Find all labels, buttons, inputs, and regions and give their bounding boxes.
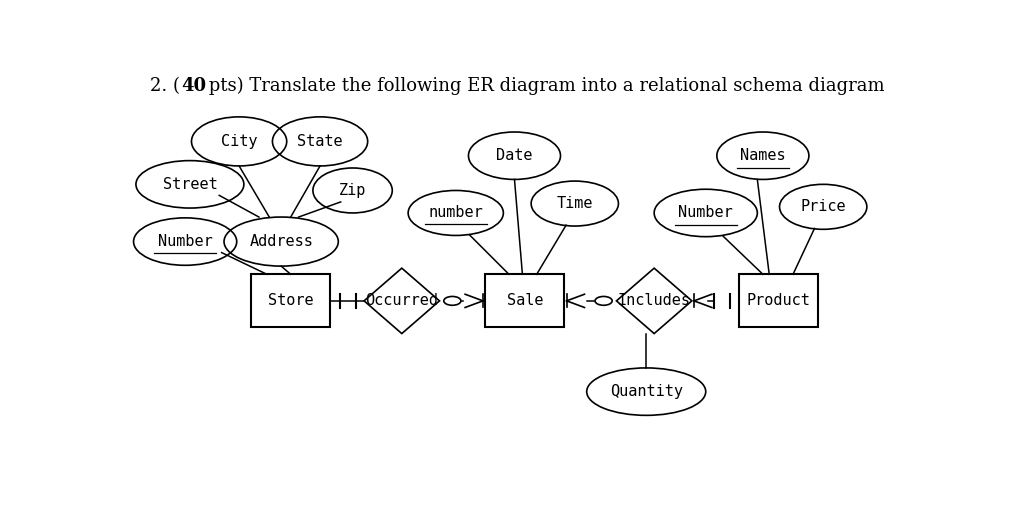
Text: Street: Street bbox=[163, 177, 217, 192]
Text: Address: Address bbox=[249, 234, 313, 249]
Text: Date: Date bbox=[497, 148, 532, 163]
Text: pts) Translate the following ER diagram into a relational schema diagram: pts) Translate the following ER diagram … bbox=[203, 77, 884, 95]
Text: Number: Number bbox=[158, 234, 213, 249]
Text: Quantity: Quantity bbox=[609, 384, 683, 399]
Text: Occurred: Occurred bbox=[366, 293, 438, 309]
Text: Time: Time bbox=[557, 196, 593, 211]
Text: Sale: Sale bbox=[507, 293, 543, 309]
Text: City: City bbox=[221, 134, 257, 149]
Text: Zip: Zip bbox=[339, 183, 367, 198]
Text: Price: Price bbox=[801, 199, 846, 215]
Text: State: State bbox=[297, 134, 343, 149]
Text: Number: Number bbox=[678, 205, 733, 220]
Text: 40: 40 bbox=[181, 77, 206, 95]
Text: 2. (: 2. ( bbox=[151, 77, 180, 95]
Text: Store: Store bbox=[268, 293, 313, 309]
Text: Names: Names bbox=[740, 148, 785, 163]
Text: Includes: Includes bbox=[617, 293, 690, 309]
Text: Product: Product bbox=[746, 293, 811, 309]
Text: number: number bbox=[428, 205, 483, 220]
